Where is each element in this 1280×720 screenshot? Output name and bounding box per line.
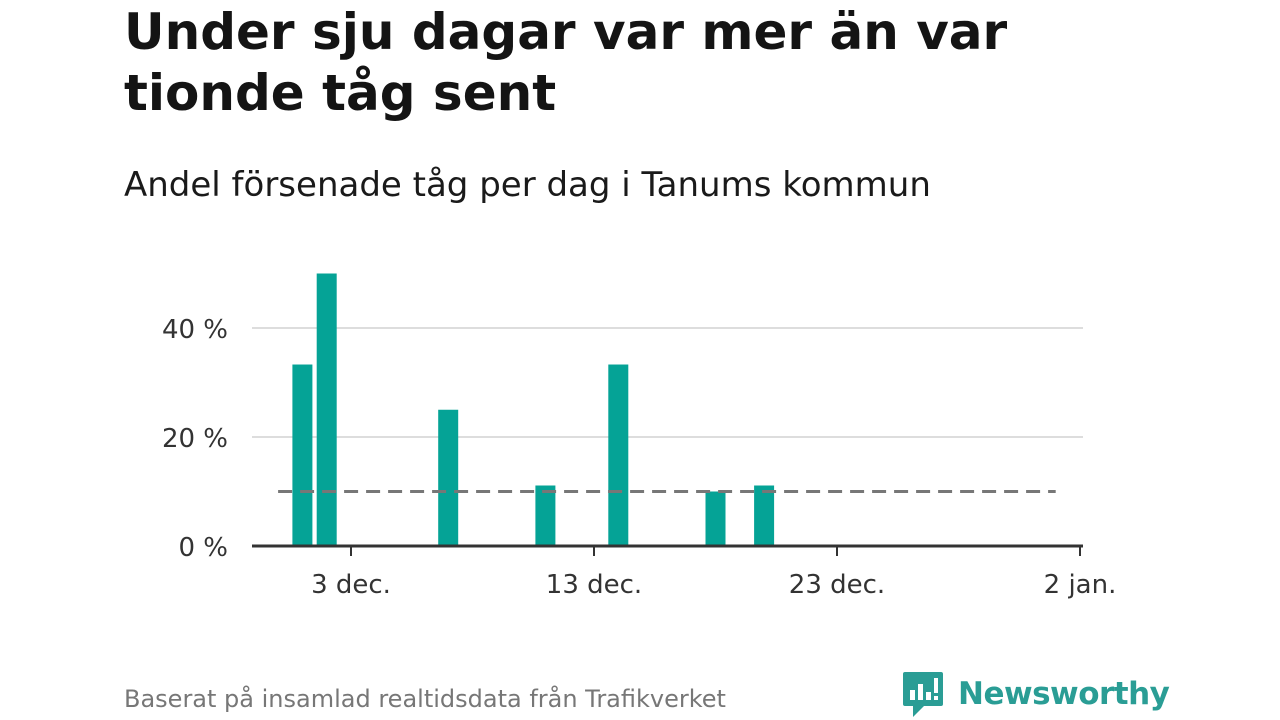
source-note: Baserat på insamlad realtidsdata från Tr… bbox=[124, 685, 726, 713]
bar bbox=[316, 273, 337, 546]
bar bbox=[754, 485, 775, 546]
bars bbox=[292, 273, 775, 546]
chart-subtitle: Andel försenade tåg per dag i Tanums kom… bbox=[124, 165, 931, 205]
newsworthy-logo-icon bbox=[903, 672, 943, 717]
x-tick-label: 13 dec. bbox=[546, 570, 642, 600]
bar bbox=[608, 364, 629, 546]
x-tick-label: 2 jan. bbox=[1044, 570, 1117, 600]
y-tick-label: 40 % bbox=[162, 315, 228, 345]
axes bbox=[252, 544, 1083, 556]
tick-labels: 0 % 20 % 40 % 3 dec. 13 dec. 23 dec. 2 jan. bbox=[162, 315, 1116, 600]
chart-title: Under sju dagar var mer än var tionde tå… bbox=[124, 3, 1008, 122]
y-tick-label: 20 % bbox=[162, 424, 228, 454]
bar bbox=[292, 364, 313, 546]
bar bbox=[438, 409, 459, 546]
newsworthy-logo[interactable]: Newsworthy bbox=[902, 670, 1170, 718]
brand-name: Newsworthy bbox=[958, 676, 1170, 712]
y-tick-label: 0 % bbox=[178, 533, 228, 563]
bar bbox=[705, 491, 726, 546]
bar-chart: 0 % 20 % 40 % 3 dec. 13 dec. 23 dec. 2 jan. bbox=[162, 273, 1116, 600]
x-tick-label: 3 dec. bbox=[311, 570, 391, 600]
gridlines bbox=[252, 327, 1083, 438]
x-tick-label: 23 dec. bbox=[789, 570, 885, 600]
bar bbox=[535, 485, 556, 546]
